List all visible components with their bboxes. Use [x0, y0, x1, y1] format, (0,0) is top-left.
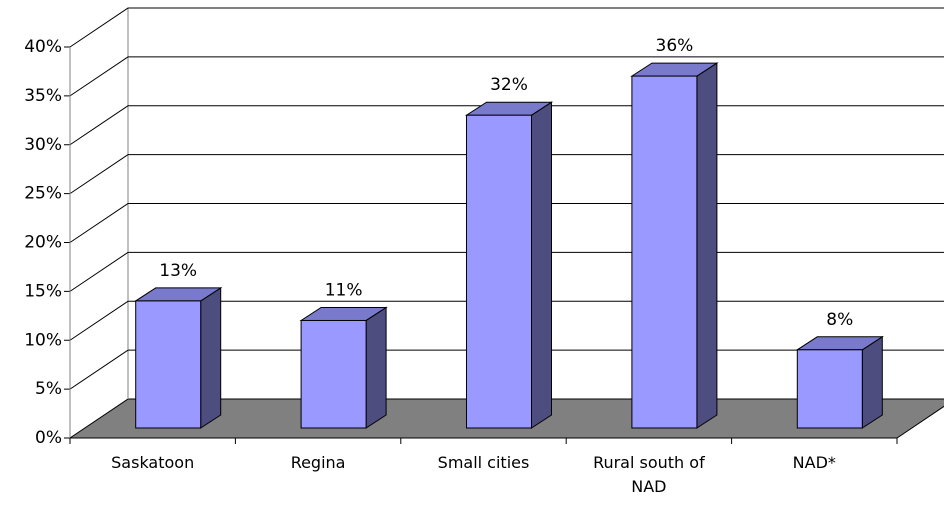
bar	[300, 319, 367, 429]
y-tick-label: 35%	[24, 86, 62, 106]
grid-line	[69, 56, 944, 97]
value-label: 8%	[826, 310, 853, 330]
x-tick-label: Regina	[290, 453, 346, 472]
bar	[796, 349, 863, 429]
bar-side	[696, 62, 718, 429]
x-tick-label: Rural south of NAD	[593, 453, 705, 496]
y-tick-label: 10%	[24, 330, 62, 350]
bar-side	[861, 335, 883, 429]
x-tick-label: Saskatoon	[111, 453, 195, 472]
bar-side	[531, 101, 552, 429]
y-tick-label: 20%	[24, 233, 62, 253]
x-tick-label: NAD*	[792, 453, 836, 472]
value-label: 13%	[159, 261, 197, 281]
value-label: 36%	[656, 36, 694, 56]
bar	[135, 300, 202, 429]
value-label: 32%	[490, 75, 528, 95]
y-tick-label: 40%	[24, 37, 62, 57]
y-tick-label: 0%	[35, 428, 62, 448]
bar-side	[365, 306, 387, 429]
value-label: 11%	[325, 280, 363, 300]
bar	[466, 114, 532, 429]
y-tick-label: 30%	[24, 135, 62, 155]
y-tick-label: 25%	[24, 184, 62, 204]
grid-line	[69, 7, 944, 48]
x-tick-label: Small cities	[437, 453, 530, 472]
y-tick-label: 5%	[35, 379, 62, 399]
y-tick-label: 15%	[24, 281, 62, 301]
bar-side	[200, 287, 222, 429]
bar	[631, 75, 698, 429]
